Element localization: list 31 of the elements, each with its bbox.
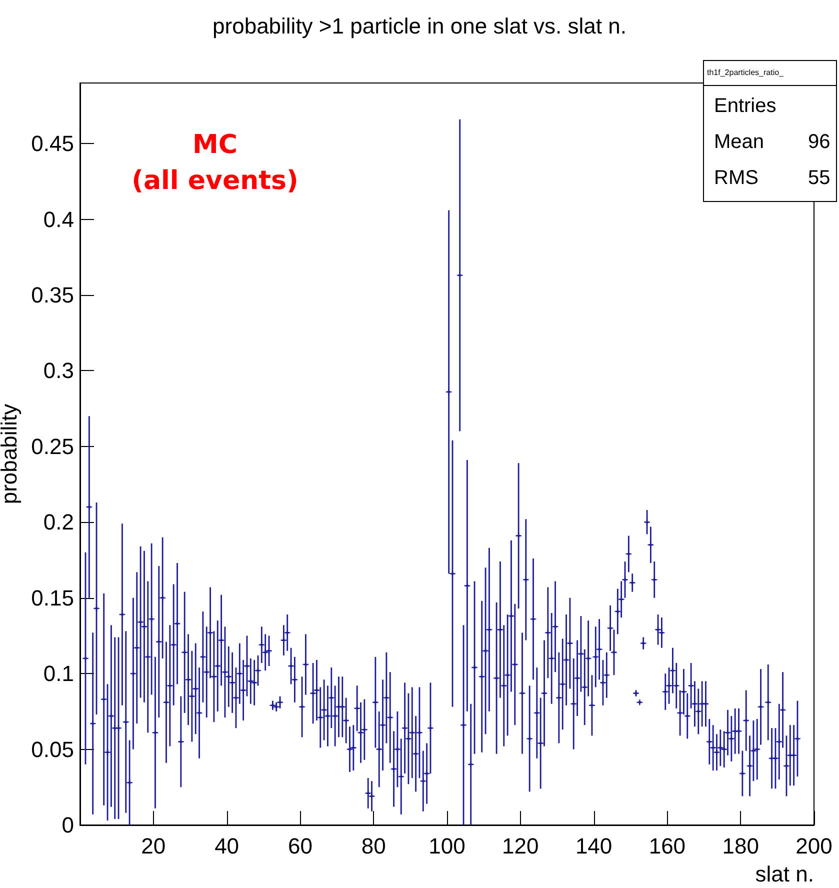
x-tick-label: 140: [575, 834, 612, 858]
x-tick-label: 180: [722, 834, 759, 858]
x-tick-label: 60: [288, 834, 312, 858]
y-tick-label: 0: [62, 812, 74, 838]
annotation: Mean: [714, 131, 764, 154]
annotation: 55: [808, 167, 830, 190]
annotation: (all events): [130, 166, 300, 196]
chart-title: probability >1 particle in one slat vs. slat n.: [212, 14, 626, 38]
annotation: 96: [808, 131, 830, 154]
x-tick-label: 200: [796, 834, 832, 858]
x-tick-label: 20: [141, 834, 166, 858]
y-tick-label: 0.15: [31, 585, 74, 610]
y-tick-label: 0.2: [43, 510, 74, 535]
annotation: Entries: [714, 95, 776, 118]
annotation: RMS: [714, 167, 758, 190]
y-tick-label: 0.35: [31, 282, 74, 308]
x-tick-label: 100: [428, 834, 466, 858]
x-tick-label: 160: [648, 834, 686, 858]
y-tick-label: 0.05: [31, 736, 74, 762]
y-tick-label: 0.1: [43, 661, 74, 686]
y-tick-label: 0.4: [43, 206, 74, 232]
y-tick-label: 0.3: [43, 358, 74, 384]
y-tick-label: 0.25: [31, 434, 74, 459]
x-tick-label: 120: [502, 834, 539, 858]
annotation: MC: [192, 130, 238, 160]
y-tick-label: 0.45: [31, 131, 74, 156]
x-tick-label: 80: [361, 834, 386, 858]
text: th1f_2particles_ratio_: [704, 61, 836, 86]
x-tick-label: 40: [214, 834, 240, 858]
x-axis-title: slat n.: [755, 862, 814, 886]
y-axis-title: probability: [0, 404, 22, 504]
